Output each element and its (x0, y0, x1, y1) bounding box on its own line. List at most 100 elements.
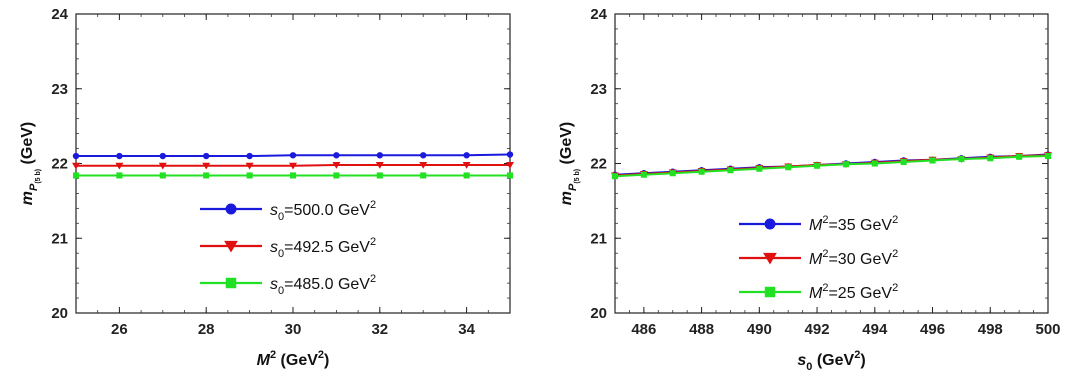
data-point (871, 160, 878, 167)
data-point (333, 152, 340, 159)
legend-entry-3: M2=25 GeV2 (739, 282, 898, 302)
data-point (245, 162, 254, 170)
data-point (115, 162, 124, 170)
x-tick-label: 28 (198, 321, 215, 338)
y-tick-label: 22 (590, 156, 607, 173)
data-point (814, 162, 821, 169)
data-point (116, 172, 123, 179)
legend-entry-1: M2=35 GeV2 (739, 214, 898, 234)
x-tick-label: 486 (631, 321, 656, 338)
legend-marker (224, 240, 238, 253)
data-point (420, 172, 427, 179)
x-tick-label: 34 (458, 321, 475, 338)
x-tick-label: 26 (111, 321, 128, 338)
y-tick-label: 20 (590, 305, 607, 322)
chart-panel-1: 26 28 30 32 34 20 21 22 23 24 M2 (GeV2) mP(5 b) (Ge… (19, 6, 514, 369)
data-point (611, 173, 619, 180)
data-point (462, 161, 471, 169)
legend-marker (225, 203, 237, 215)
legend-marker (764, 218, 776, 230)
legend-entry-2: s0=492.5 GeV2 (200, 236, 376, 260)
x-tick-label: 490 (747, 321, 772, 338)
data-point (463, 172, 470, 179)
series-2 (72, 161, 514, 170)
legend-entry-2: M2=30 GeV2 (739, 248, 898, 268)
y-tick-label: 23 (590, 81, 607, 98)
x-tick-label: 32 (371, 321, 388, 338)
data-point (1016, 153, 1023, 160)
y-tick-label: 23 (51, 81, 68, 98)
data-point (640, 171, 647, 178)
x-tick-label: 488 (689, 321, 714, 338)
data-point (756, 165, 763, 172)
legend-entry-1: s0=500.0 GeV2 (200, 199, 376, 223)
data-point (669, 170, 676, 177)
series-line (614, 155, 1049, 178)
series-1 (72, 151, 514, 160)
data-point (72, 162, 80, 170)
data-point (419, 161, 428, 169)
data-point (289, 172, 297, 179)
legend-marker (764, 286, 776, 298)
legend-label: M2=25 GeV2 (809, 282, 898, 302)
data-point (929, 157, 936, 164)
data-point (506, 161, 514, 169)
y-axis-label: mP(5 b) (GeV) (19, 122, 42, 205)
data-point (72, 152, 80, 160)
data-point (289, 162, 297, 170)
series-3 (611, 152, 1052, 180)
data-point (203, 152, 210, 160)
data-point (202, 162, 211, 170)
legend-label: s0=492.5 GeV2 (270, 236, 376, 260)
y-tick-label: 24 (51, 6, 68, 23)
x-tick-label: 492 (805, 321, 830, 338)
data-point (159, 172, 166, 179)
legend-entry-3: s0=485.0 GeV2 (200, 273, 376, 297)
data-point (1044, 152, 1052, 160)
y-axis-label: mP(5 b) (GeV) (558, 122, 581, 205)
data-point (463, 152, 470, 159)
y-tick-label: 21 (51, 230, 68, 247)
data-point (958, 155, 965, 163)
data-point (987, 155, 994, 162)
series-3 (72, 172, 514, 179)
x-tick-label: 498 (978, 321, 1003, 338)
y-tick-label: 20 (51, 305, 68, 322)
data-point (900, 158, 907, 166)
chart-panel-2: 486 488 490 492 494 496 498 500 20 21 22 23 24 s0 (Ge… (558, 6, 1061, 373)
data-point (506, 151, 514, 158)
data-point (246, 152, 253, 160)
data-point (506, 172, 514, 179)
legend-label: M2=30 GeV2 (809, 248, 898, 268)
data-point (698, 168, 705, 175)
x-tick-label: 494 (862, 321, 888, 338)
x-tick-label: 30 (285, 321, 302, 338)
data-point (727, 167, 734, 174)
data-point (116, 152, 123, 160)
data-point (333, 172, 340, 179)
legend-marker (763, 252, 777, 265)
x-tick-label: 500 (1035, 321, 1060, 338)
x-tick-label: 496 (920, 321, 945, 338)
x-axis-label: s0 (GeV2) (797, 349, 865, 373)
data-point (375, 161, 384, 169)
y-tick-label: 21 (590, 230, 607, 247)
data-point (376, 152, 383, 159)
y-tick-label: 24 (590, 6, 607, 23)
legend-marker (225, 277, 237, 289)
data-point (332, 161, 341, 169)
data-point (159, 152, 166, 160)
data-point (785, 164, 792, 171)
legend-label: s0=485.0 GeV2 (270, 273, 376, 297)
data-point (842, 161, 849, 168)
legend-label: s0=500.0 GeV2 (270, 199, 376, 223)
data-point (376, 172, 383, 179)
data-point (72, 172, 80, 179)
data-point (289, 152, 297, 159)
data-point (420, 152, 427, 159)
data-point (246, 172, 253, 179)
data-point (203, 172, 210, 179)
x-axis-label: M2 (GeV2) (257, 349, 330, 369)
legend-label: M2=35 GeV2 (809, 214, 898, 234)
